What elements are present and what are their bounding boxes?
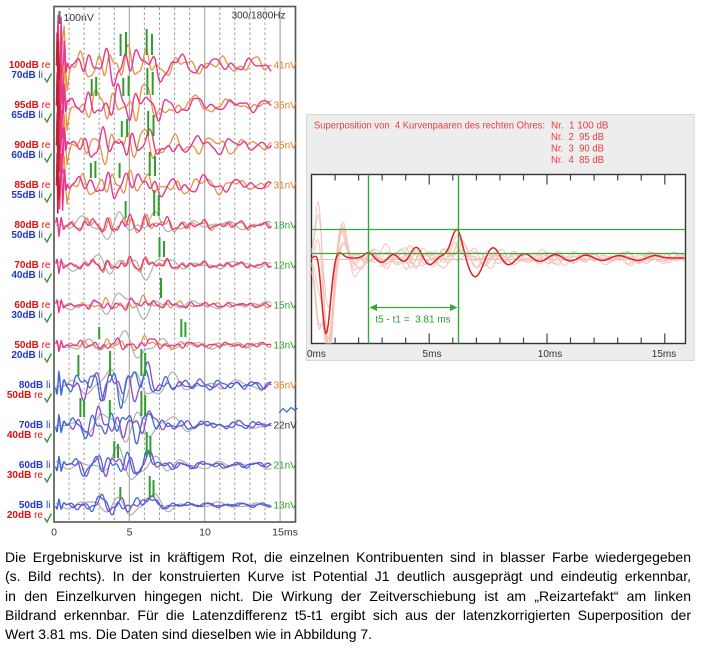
svg-text:5: 5: [127, 527, 133, 539]
svg-text:Nr. 3 90 dB: Nr. 3 90 dB: [551, 144, 604, 155]
svg-text:30dB li: 30dB li: [11, 310, 43, 321]
svg-text:50dB li: 50dB li: [11, 230, 43, 241]
svg-text:40dB re: 40dB re: [7, 430, 44, 441]
svg-text:60dB li: 60dB li: [19, 460, 51, 471]
svg-text:70dB re: 70dB re: [14, 260, 51, 271]
svg-text:0: 0: [51, 527, 57, 539]
svg-text:40dB li: 40dB li: [11, 270, 43, 281]
svg-text:35nV: 35nV: [274, 141, 298, 152]
svg-text:55dB li: 55dB li: [11, 190, 43, 201]
svg-text:50dB re: 50dB re: [14, 340, 51, 351]
svg-text:31nV: 31nV: [274, 181, 298, 192]
svg-text:10: 10: [199, 527, 211, 539]
svg-text:13nV: 13nV: [274, 341, 298, 352]
svg-text:300/1800Hz: 300/1800Hz: [232, 11, 286, 22]
svg-text:Nr. 1 100 dB: Nr. 1 100 dB: [551, 121, 609, 132]
svg-text:50dB re: 50dB re: [7, 390, 44, 401]
svg-text:36nV: 36nV: [274, 101, 298, 112]
svg-text:70dB li: 70dB li: [19, 420, 51, 431]
svg-text:80dB re: 80dB re: [14, 220, 51, 231]
svg-text:22nV: 22nV: [274, 421, 298, 432]
svg-text:85dB re: 85dB re: [14, 180, 51, 191]
svg-text:80dB li: 80dB li: [19, 380, 51, 391]
svg-text:100dB re: 100dB re: [9, 60, 51, 71]
svg-text:15ms: 15ms: [652, 349, 676, 360]
svg-text:60dB li: 60dB li: [11, 150, 43, 161]
svg-text:20dB re: 20dB re: [7, 510, 44, 521]
svg-text:0ms: 0ms: [307, 349, 326, 360]
svg-text:50dB li: 50dB li: [19, 500, 51, 511]
svg-text:18nV: 18nV: [274, 221, 298, 232]
svg-text:Superposition von 4 Kurvenpaa: Superposition von 4 Kurvenpaaren des rec…: [314, 121, 545, 132]
svg-text:41nV: 41nV: [274, 61, 298, 72]
svg-text:20dB li: 20dB li: [11, 350, 43, 361]
svg-text:36nV: 36nV: [274, 381, 298, 392]
svg-text:Nr. 2 95 dB: Nr. 2 95 dB: [551, 132, 604, 143]
svg-text:21nV: 21nV: [274, 461, 298, 472]
svg-text:15nV: 15nV: [274, 301, 298, 312]
svg-text:70dB li: 70dB li: [11, 70, 43, 81]
svg-text:100nV: 100nV: [64, 12, 94, 24]
svg-text:10ms: 10ms: [538, 349, 562, 360]
svg-text:65dB li: 65dB li: [11, 110, 43, 121]
svg-text:Nr. 4 85 dB: Nr. 4 85 dB: [551, 155, 604, 166]
svg-text:12nV: 12nV: [274, 261, 298, 272]
svg-text:15ms: 15ms: [272, 527, 298, 539]
svg-text:60dB re: 60dB re: [14, 300, 51, 311]
svg-text:t5 - t1 = 3.81 ms: t5 - t1 = 3.81 ms: [375, 315, 450, 326]
svg-text:30dB re: 30dB re: [7, 470, 44, 481]
svg-text:95dB re: 95dB re: [14, 100, 51, 111]
svg-text:5ms: 5ms: [423, 349, 442, 360]
svg-text:13nV: 13nV: [274, 501, 298, 512]
svg-text:90dB re: 90dB re: [14, 140, 51, 151]
